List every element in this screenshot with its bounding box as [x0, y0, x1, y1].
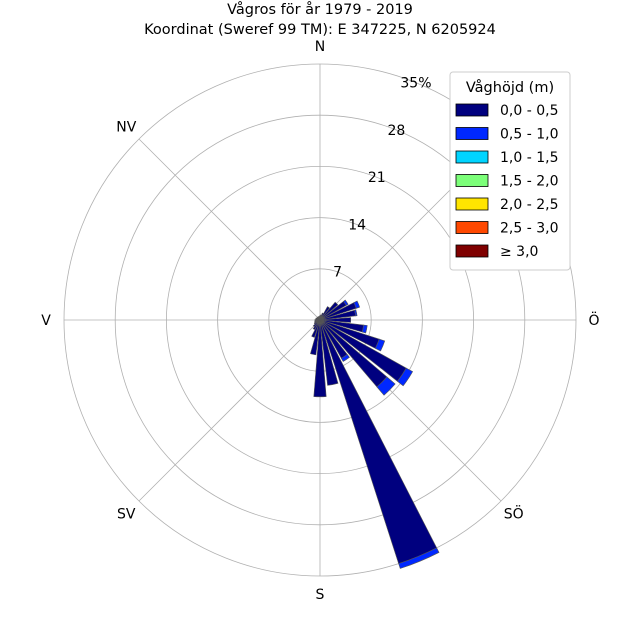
sector-bar: [319, 301, 339, 321]
legend-swatch: [455, 150, 489, 164]
sector-bar: [397, 367, 414, 387]
radial-tick-label: 28: [387, 123, 405, 139]
sector-bar: [376, 376, 396, 396]
legend-label: 2,0 - 2,5: [500, 197, 558, 213]
legend-label: 2,5 - 3,0: [500, 221, 558, 237]
radial-tick-labels: 7 14 21 28 35%: [333, 75, 431, 280]
sector-bar: [319, 317, 352, 323]
chart-title: Vågros för år 1979 - 2019: [227, 1, 413, 18]
sector-bar: [374, 338, 386, 352]
legend-swatch: [455, 174, 489, 187]
legend-swatch: [455, 221, 489, 234]
legend-title: Våghöjd (m): [466, 79, 554, 96]
sector-bar: [361, 324, 368, 334]
sector-bar: [319, 319, 339, 386]
sector-bars: [310, 299, 440, 569]
legend-swatch: [455, 244, 489, 258]
direction-label: Ö: [588, 311, 599, 329]
legend-label: 0,5 - 1,0: [500, 127, 558, 143]
legend-swatch: [455, 197, 489, 211]
sector-bar: [340, 353, 350, 362]
direction-label: V: [41, 313, 51, 329]
direction-label: SV: [117, 507, 136, 523]
radial-tick-label: 7: [333, 265, 342, 281]
legend-label: ≥ 3,0: [500, 244, 538, 260]
legend-label: 0,0 - 0,5: [500, 103, 558, 119]
direction-label: SÖ: [504, 505, 524, 523]
legend-swatch: [455, 103, 489, 117]
sector-bar: [319, 306, 330, 321]
legend-frame: [449, 71, 571, 271]
radial-tick-label: 35%: [400, 75, 431, 91]
legend-label: 1,5 - 2,0: [500, 174, 558, 190]
sector-bar: [318, 316, 321, 321]
legend-swatch: [455, 127, 489, 140]
sector-bar: [343, 299, 349, 306]
sector-bar: [310, 319, 321, 356]
sector-bar: [313, 319, 327, 398]
radial-tick-label: 21: [368, 170, 386, 186]
direction-label: N: [315, 39, 325, 55]
sector-bar: [353, 300, 361, 309]
legend: Våghöjd (m) 0,0 - 0,5 0,5 - 1,0 1,0 - 1,5 1,…: [449, 71, 571, 271]
sector-bar: [398, 547, 440, 569]
sector-bar: [354, 309, 358, 317]
radial-tick-label: 14: [348, 217, 366, 233]
direction-label: NV: [116, 119, 136, 135]
chart-subtitle: Koordinat (Sweref 99 TM): E 347225, N 62…: [144, 22, 496, 38]
direction-label: S: [316, 587, 325, 603]
legend-label: 1,0 - 1,5: [500, 150, 558, 166]
